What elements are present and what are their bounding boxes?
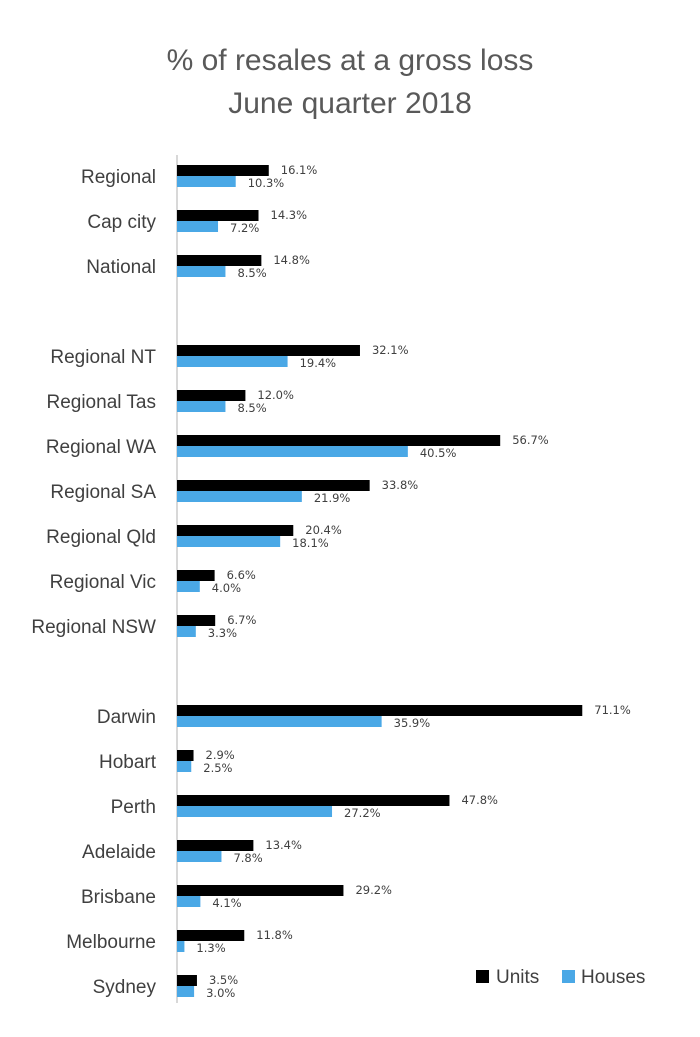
category-label-cap-city: Cap city [87,212,156,233]
category-label-regional-nt: Regional NT [50,347,156,368]
category-label-perth: Perth [111,797,156,818]
bar-houses-regional-wa [177,446,408,457]
bar-units-regional-nsw [177,615,216,626]
bar-houses-regional-nsw [177,626,196,637]
data-label-houses-adelaide: 7.8% [233,851,262,865]
data-label-units-sydney: 3.5% [209,973,238,987]
data-label-units-national: 14.8% [273,253,310,267]
category-label-regional: Regional [81,167,156,188]
bar-units-hobart [177,750,194,761]
data-label-houses-hobart: 2.5% [203,761,232,775]
bar-units-regional-nt [177,345,360,356]
category-label-regional-tas: Regional Tas [46,392,156,413]
bar-houses-regional [177,176,236,187]
data-label-houses-brisbane: 4.1% [212,896,241,910]
bar-units-brisbane [177,885,344,896]
data-label-houses-regional-nt: 19.4% [300,356,337,370]
data-label-houses-regional-vic: 4.0% [212,581,241,595]
bar-houses-sydney [177,986,195,997]
bar-houses-regional-sa [177,491,302,502]
data-label-units-regional-wa: 56.7% [512,433,549,447]
data-label-units-adelaide: 13.4% [265,838,302,852]
data-label-units-melbourne: 11.8% [256,928,293,942]
bar-units-perth [177,795,450,806]
data-label-units-hobart: 2.9% [206,748,235,762]
bar-units-regional-qld [177,525,294,536]
chart-title: % of resales at a gross loss [167,44,534,77]
category-label-darwin: Darwin [97,707,156,728]
data-label-units-regional-qld: 20.4% [305,523,342,537]
data-label-units-darwin: 71.1% [594,703,631,717]
bar-houses-cap-city [177,221,219,232]
category-label-regional-sa: Regional SA [50,482,156,503]
bar-units-regional-sa [177,480,370,491]
data-label-units-regional-vic: 6.6% [227,568,256,582]
data-label-houses-sydney: 3.0% [206,986,235,1000]
data-label-houses-regional-tas: 8.5% [237,401,266,415]
data-label-houses-melbourne: 1.3% [196,941,225,955]
bar-units-regional-wa [177,435,501,446]
data-label-houses-regional-wa: 40.5% [420,446,457,460]
data-label-units-regional-tas: 12.0% [257,388,294,402]
legend-label-units: Units [496,967,539,988]
data-label-units-brisbane: 29.2% [355,883,392,897]
bar-units-cap-city [177,210,259,221]
category-label-regional-qld: Regional Qld [46,527,156,548]
bar-houses-perth [177,806,333,817]
bar-houses-hobart [177,761,192,772]
category-label-national: National [86,257,156,278]
legend-swatch-houses [562,970,575,983]
bar-units-sydney [177,975,197,986]
category-label-hobart: Hobart [99,752,157,773]
bar-units-regional-tas [177,390,246,401]
bar-units-darwin [177,705,583,716]
data-label-units-regional-nsw: 6.7% [227,613,256,627]
data-label-units-perth: 47.8% [461,793,498,807]
category-label-melbourne: Melbourne [66,932,156,953]
bar-units-regional-vic [177,570,215,581]
category-label-adelaide: Adelaide [82,842,156,863]
bars-layer: Regional 16.1%10.3% Cap city 14.3% 7.2% Natio… [31,163,630,1000]
bar-houses-national [177,266,226,277]
data-label-houses-regional-nsw: 3.3% [208,626,237,640]
data-label-units-regional-nt: 32.1% [372,343,409,357]
bar-houses-regional-qld [177,536,281,547]
data-label-houses-national: 8.5% [237,266,266,280]
category-label-sydney: Sydney [93,977,157,998]
legend: Units Houses [476,967,645,988]
chart-subtitle: June quarter 2018 [228,87,472,120]
data-label-houses-regional-sa: 21.9% [314,491,351,505]
data-label-houses-perth: 27.2% [344,806,381,820]
data-label-units-regional-sa: 33.8% [382,478,419,492]
category-label-regional-vic: Regional Vic [50,572,156,593]
bar-units-national [177,255,262,266]
data-label-houses-darwin: 35.9% [394,716,431,730]
legend-swatch-units [476,970,489,983]
bar-houses-melbourne [177,941,185,952]
data-label-units-cap-city: 14.3% [271,208,308,222]
category-label-brisbane: Brisbane [81,887,156,908]
bar-houses-darwin [177,716,382,727]
legend-label-houses: Houses [581,967,645,988]
data-label-houses-cap-city: 7.2% [230,221,259,235]
bar-units-melbourne [177,930,245,941]
bar-houses-brisbane [177,896,201,907]
category-label-regional-wa: Regional WA [46,437,157,458]
bar-houses-regional-nt [177,356,288,367]
bar-houses-adelaide [177,851,222,862]
data-label-houses-regional-qld: 18.1% [292,536,329,550]
category-label-regional-nsw: Regional NSW [31,617,156,638]
bar-units-regional [177,165,269,176]
data-label-units-regional: 16.1% [281,163,318,177]
data-label-houses-regional: 10.3% [248,176,285,190]
bar-houses-regional-tas [177,401,226,412]
bar-units-adelaide [177,840,254,851]
bar-houses-regional-vic [177,581,200,592]
